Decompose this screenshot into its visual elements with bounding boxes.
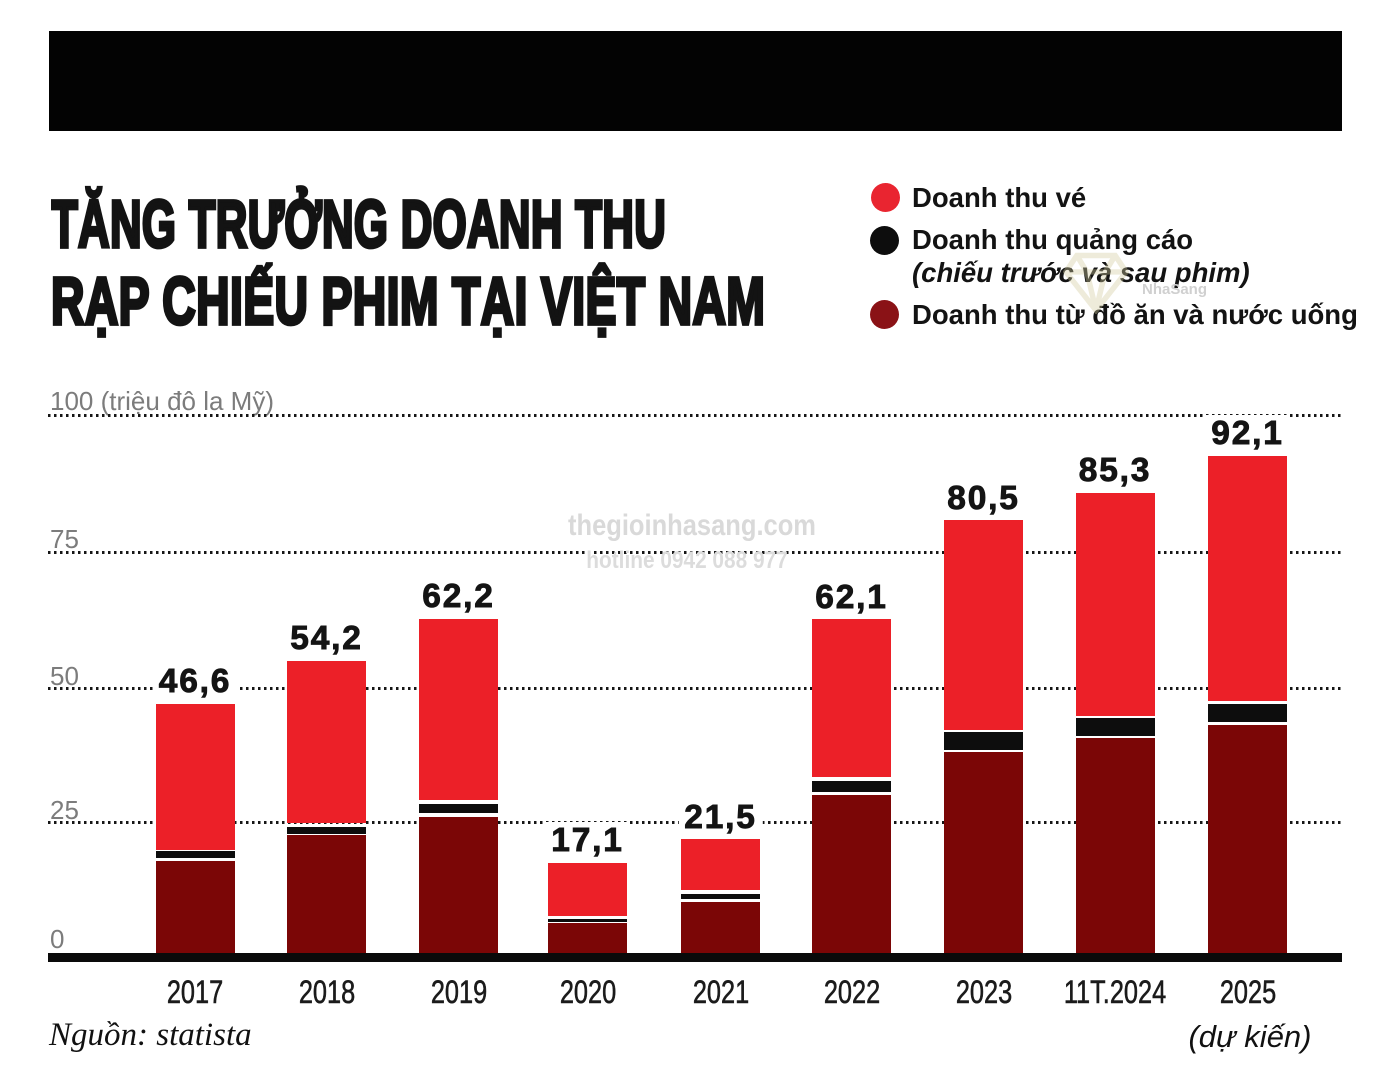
svg-text:RẠP CHIẾU PHIM TẠI VIỆT NAM: RẠP CHIẾU PHIM TẠI VIỆT NAM: [51, 264, 765, 340]
svg-text:TĂNG TRƯỞNG DOANH THU: TĂNG TRƯỞNG DOANH THU: [51, 185, 666, 261]
